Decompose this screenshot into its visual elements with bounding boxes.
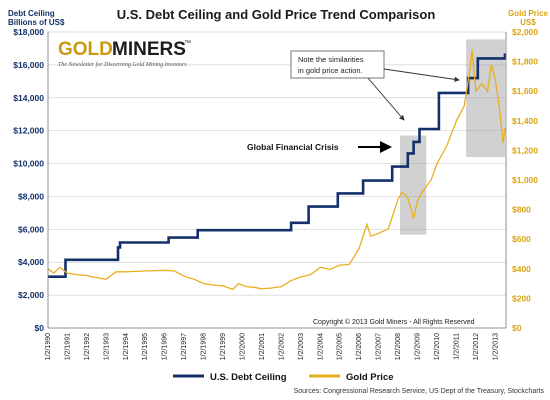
right-tick-label: $1,400	[512, 116, 538, 126]
right-tick-label: $1,200	[512, 145, 538, 155]
copyright-text: Copyright © 2013 Gold Miners - All Right…	[313, 318, 475, 326]
right-tick-label: $1,000	[512, 175, 538, 185]
gold-miners-logo: GOLD MINERS ™ The Newsletter for Discern…	[58, 39, 191, 68]
x-tick-label: 1/2/1999	[220, 333, 227, 360]
x-tick-label: 1/2/2013	[492, 333, 499, 360]
note-arrow-recent	[383, 68, 460, 83]
right-tick-label: $200	[512, 293, 531, 303]
logo-tagline: The Newsletter for Discerning Gold Minin…	[58, 61, 187, 68]
x-tick-label: 1/2/1990	[45, 333, 52, 360]
x-tick-label: 1/2/1995	[142, 333, 149, 360]
left-tick-label: $12,000	[13, 126, 44, 136]
x-tick-label: 1/2/1997	[181, 333, 188, 360]
right-tick-label: $400	[512, 264, 531, 274]
left-tick-label: $0	[35, 323, 45, 333]
logo-trademark: ™	[184, 40, 191, 47]
x-tick-label: 1/2/1993	[103, 333, 110, 360]
gridlines	[48, 31, 506, 329]
series-gold-price-line	[47, 49, 506, 291]
x-tick-label: 1/2/1991	[64, 333, 71, 360]
note-line-1: Note the similarities	[298, 55, 364, 64]
left-tick-label: $18,000	[13, 27, 44, 37]
right-tick-label: $1,600	[512, 86, 538, 96]
x-tick-label: 1/2/2012	[473, 333, 480, 360]
right-axis-label-line-2: US$	[520, 18, 536, 27]
right-tick-label: $800	[512, 205, 531, 215]
x-tick-label: 1/2/2000	[239, 333, 246, 360]
logo-word-miners: MINERS	[112, 39, 186, 60]
left-tick-label: $4,000	[18, 257, 44, 267]
legend: U.S. Debt Ceiling Gold Price	[173, 372, 394, 383]
left-tick-label: $8,000	[18, 191, 44, 201]
series-debt-ceiling-line	[48, 53, 507, 278]
left-tick-label: $6,000	[18, 224, 44, 234]
highlight-regions	[400, 39, 506, 235]
left-axis-label-line-2: Billions of US$	[8, 18, 65, 27]
crisis-label: Global Financial Crisis	[247, 142, 339, 152]
left-tick-label: $16,000	[13, 60, 44, 70]
right-tick-label: $2,000	[512, 27, 538, 37]
right-tick-label: $0	[512, 323, 522, 333]
x-axis-ticks: 1/2/1990 1/2/1991 1/2/1992 1/2/1993 1/2/1994…	[45, 333, 499, 360]
left-tick-label: $10,000	[13, 159, 44, 169]
x-tick-label: 1/2/2004	[317, 333, 324, 360]
left-tick-label: $14,000	[13, 93, 44, 103]
logo-word-gold: GOLD	[58, 39, 113, 60]
left-axis-label-line-1: Debt Ceiling	[8, 9, 55, 18]
right-axis-ticks: $0 $200 $400 $600 $800 $1,000 $1,200 $1,400 $1,6…	[512, 27, 538, 333]
note-callout: Note the similarities in gold price acti…	[290, 50, 460, 121]
legend-label-gold-price: Gold Price	[346, 372, 394, 383]
x-tick-label: 1/2/2003	[298, 333, 305, 360]
sources-text: Sources: Congressional Research Service,…	[294, 388, 545, 395]
x-tick-label: 1/2/2011	[453, 333, 460, 360]
note-arrow-crisis	[367, 77, 405, 121]
x-tick-label: 1/2/1992	[84, 333, 91, 360]
x-tick-label: 1/2/2009	[415, 333, 422, 360]
series-lines	[47, 49, 507, 291]
right-tick-label: $600	[512, 234, 531, 244]
x-tick-label: 1/2/2010	[434, 333, 441, 360]
left-tick-label: $2,000	[18, 290, 44, 300]
x-tick-label: 1/2/2006	[356, 333, 363, 360]
x-tick-label: 1/2/1994	[123, 333, 130, 360]
x-tick-label: 1/2/2007	[376, 333, 383, 360]
x-tick-label: 1/2/2002	[278, 333, 285, 360]
x-tick-label: 1/2/1998	[201, 333, 208, 360]
x-tick-label: 1/2/1996	[162, 333, 169, 360]
x-tick-label: 1/2/2008	[395, 333, 402, 360]
x-tick-label: 1/2/2001	[259, 333, 266, 360]
legend-label-debt-ceiling: U.S. Debt Ceiling	[210, 372, 287, 383]
chart-title: U.S. Debt Ceiling and Gold Price Trend C…	[117, 7, 436, 22]
right-axis-label-line-1: Gold Price	[508, 9, 549, 18]
axes	[47, 32, 507, 329]
note-box	[290, 50, 385, 79]
x-tick-label: 1/2/2005	[337, 333, 344, 360]
note-line-2: in gold price action.	[298, 66, 363, 75]
left-axis-ticks: $0 $2,000 $4,000 $6,000 $8,000 $10,000 $12,000…	[13, 27, 44, 333]
recent-highlight-region	[466, 39, 506, 158]
right-tick-label: $1,800	[512, 57, 538, 67]
